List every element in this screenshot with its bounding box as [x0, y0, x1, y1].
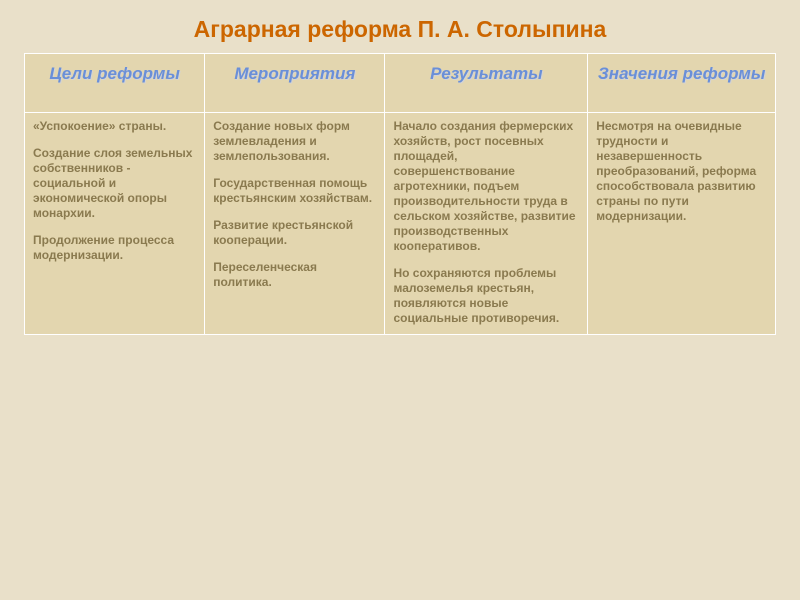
cell-results: Начало создания фермерских хозяйств, рос… — [385, 113, 588, 335]
header-actions: Мероприятия — [205, 54, 385, 113]
cell-text: Переселенческая политика. — [213, 260, 376, 290]
cell-text: Продолжение процесса модернизации. — [33, 233, 196, 263]
cell-text: Создание слоя земельных собственников - … — [33, 146, 196, 221]
slide-title: Аграрная реформа П. А. Столыпина — [24, 16, 776, 43]
slide: Аграрная реформа П. А. Столыпина Цели ре… — [0, 0, 800, 600]
reform-table: Цели реформы Мероприятия Результаты Знач… — [24, 53, 776, 335]
cell-text: Развитие крестьянской кооперации. — [213, 218, 376, 248]
table-row: «Успокоение» страны. Создание слоя земел… — [25, 113, 776, 335]
header-meaning: Значения реформы — [588, 54, 776, 113]
cell-text: Государственная помощь крестьянским хозя… — [213, 176, 376, 206]
cell-text: «Успокоение» страны. — [33, 119, 196, 134]
cell-text: Создание новых форм землевладения и земл… — [213, 119, 376, 164]
cell-text: Но сохраняются проблемы малоземелья крес… — [393, 266, 579, 326]
cell-actions: Создание новых форм землевладения и земл… — [205, 113, 385, 335]
cell-meaning: Несмотря на очевидные трудности и незаве… — [588, 113, 776, 335]
table-header-row: Цели реформы Мероприятия Результаты Знач… — [25, 54, 776, 113]
header-results: Результаты — [385, 54, 588, 113]
header-goals: Цели реформы — [25, 54, 205, 113]
cell-goals: «Успокоение» страны. Создание слоя земел… — [25, 113, 205, 335]
cell-text: Начало создания фермерских хозяйств, рос… — [393, 119, 579, 254]
cell-text: Несмотря на очевидные трудности и незаве… — [596, 119, 767, 224]
